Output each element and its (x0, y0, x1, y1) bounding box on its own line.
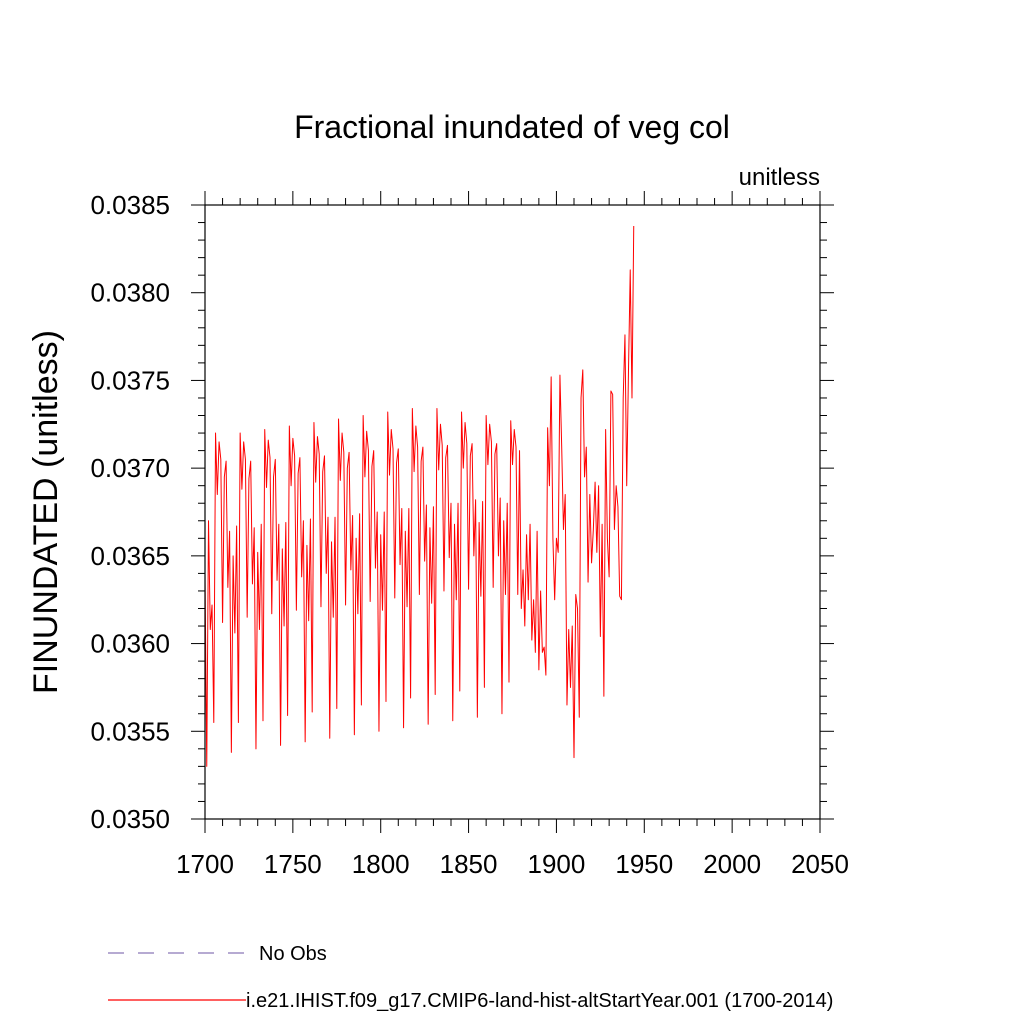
x-tick-label: 1750 (264, 849, 322, 879)
y-tick-labels: 0.0350 0.0355 0.0360 0.0365 0.0370 0.0375 0.03… (90, 190, 170, 834)
x-tick-label: 1950 (615, 849, 673, 879)
y-tick-label: 0.0370 (90, 453, 170, 483)
y-tick-label: 0.0385 (90, 190, 170, 220)
y-tick-label: 0.0380 (90, 278, 170, 308)
x-tick-label: 1850 (440, 849, 498, 879)
y-tick-label: 0.0365 (90, 541, 170, 571)
axis-ticks (191, 191, 834, 833)
y-axis-label: FINUNDATED (unitless) (27, 330, 65, 694)
legend-label-no-obs: No Obs (259, 943, 327, 965)
x-tick-label: 2050 (791, 849, 849, 879)
chart-title: Fractional inundated of veg col (294, 109, 730, 145)
x-tick-labels: 1700 1750 1800 1850 1900 1950 2000 2050 (176, 849, 849, 879)
x-tick-label: 1700 (176, 849, 234, 879)
y-tick-label: 0.0350 (90, 804, 170, 834)
y-tick-label: 0.0375 (90, 365, 170, 395)
legend-label-simulation: i.e21.IHIST.f09_g17.CMIP6-land-hist-altS… (246, 990, 833, 1012)
y-tick-label: 0.0360 (90, 629, 170, 659)
x-tick-label: 2000 (703, 849, 761, 879)
series-lines (204, 226, 635, 767)
y-tick-label: 0.0355 (90, 716, 170, 746)
x-tick-label: 1900 (528, 849, 586, 879)
series-line-simulation (204, 226, 635, 767)
units-label: unitless (739, 164, 820, 191)
plot-frame (204, 204, 821, 820)
legend: No Obs i.e21.IHIST.f09_g17.CMIP6-land-hi… (108, 943, 833, 1012)
x-tick-label: 1800 (352, 849, 410, 879)
